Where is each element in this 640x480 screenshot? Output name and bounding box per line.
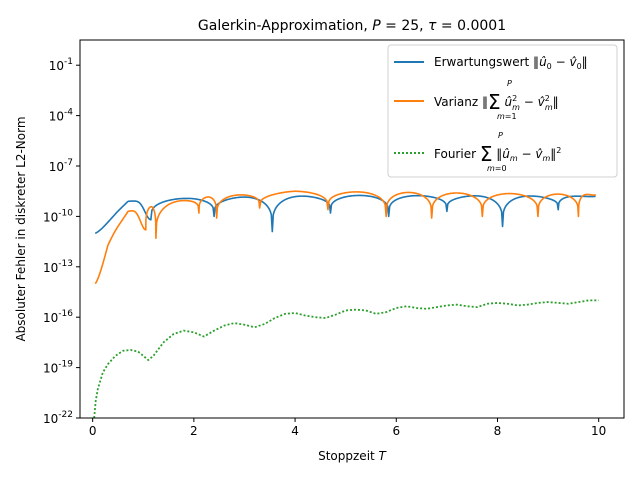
x-tick-label: 6 [392,424,400,438]
y-axis-ticks: 10-1 10-4 10-7 10-10 10-13 10-16 10-19 10-22 [43,57,80,426]
y-tick-label: 10-10 [43,208,73,224]
y-tick-label: 10-7 [49,158,73,174]
legend-varianz-sum-upper: P [507,79,512,88]
legend: Erwartungswert ‖û0 − v̂0‖ Varianz ‖Σ û2 m… [387,44,618,178]
series-line-erwartungswert [94,194,596,234]
x-tick-label: 10 [591,424,606,438]
x-tick-label: 0 [89,424,97,438]
y-tick-label: 10-22 [43,410,73,426]
series-layer [93,190,599,418]
x-tick-label: 4 [291,424,299,438]
y-tick-label: 10-19 [43,360,73,376]
series-line-fourier [93,299,599,418]
y-axis-label: Absoluter Fehler in diskreter L2-Norm [14,116,28,341]
plot-area [93,190,599,418]
legend-label-erwartungswert: Erwartungswert ‖û0 − v̂0‖ [434,55,588,71]
legend-label-fourier: Fourier Σ ‖ûm − v̂m‖2 [434,142,561,166]
chart-title: Galerkin-Approximation, P = 25, τ = 0.00… [198,18,506,34]
x-axis-ticks: 0 2 4 6 8 10 [89,418,606,438]
x-axis-label: Stoppzeit T [318,449,387,463]
x-tick-label: 8 [494,424,502,438]
y-tick-label: 10-16 [43,309,73,325]
axes-frame [79,39,625,419]
legend-label-varianz: Varianz ‖Σ û2 m − v̂2 m‖ [434,90,559,114]
y-tick-label: 10-4 [49,108,74,124]
legend-fourier-sum-lower: m=0 [487,164,507,173]
x-tick-label: 2 [190,424,198,438]
legend-fourier-sum-upper: P [498,131,503,140]
legend-frame [387,44,618,178]
legend-varianz-sum-lower: m=1 [497,112,517,121]
y-tick-label: 10-13 [43,259,73,275]
y-tick-label: 10-1 [49,57,73,73]
series-line-varianz [94,190,597,285]
